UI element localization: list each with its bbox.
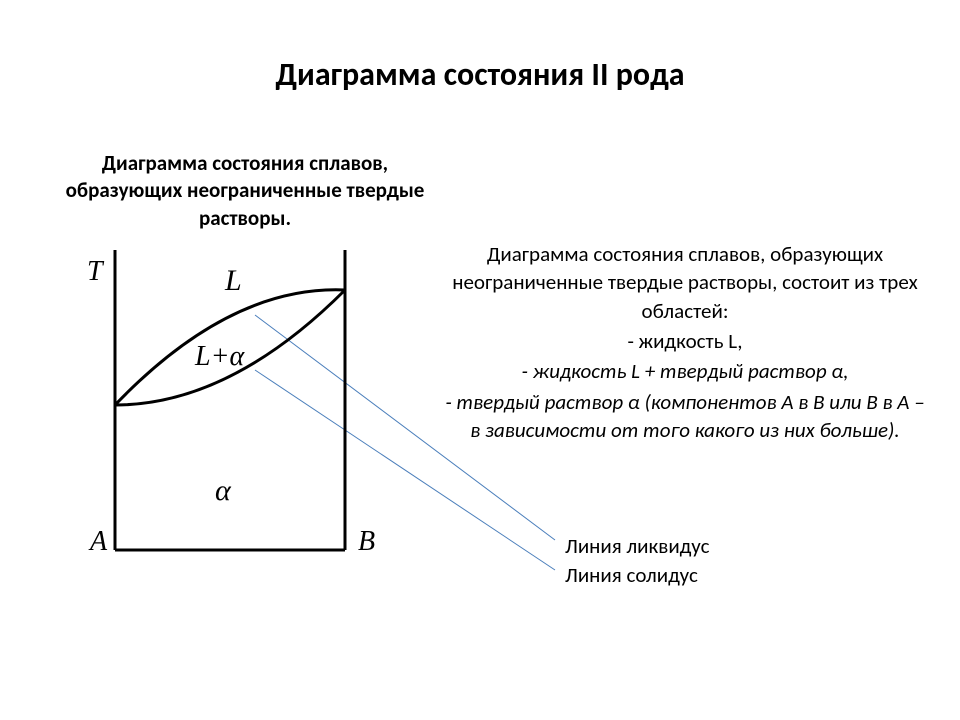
svg-text:A: A	[88, 526, 108, 557]
diagram-subtitle: Диаграмма состояния сплавов, образующих …	[65, 150, 425, 232]
phase-diagram: T L L+α α A B	[75, 250, 635, 615]
liquidus-label: Линия ликвидус	[565, 533, 710, 559]
svg-text:L+α: L+α	[194, 341, 245, 372]
svg-text:α: α	[215, 474, 232, 507]
phase-diagram-svg: T L L+α α A B	[75, 250, 635, 610]
solidus-label: Линия солидус	[565, 562, 698, 588]
page-title: Диаграмма состояния II рода	[0, 0, 960, 94]
svg-text:B: B	[358, 526, 375, 557]
svg-text:L: L	[224, 264, 242, 297]
svg-text:T: T	[87, 256, 105, 287]
